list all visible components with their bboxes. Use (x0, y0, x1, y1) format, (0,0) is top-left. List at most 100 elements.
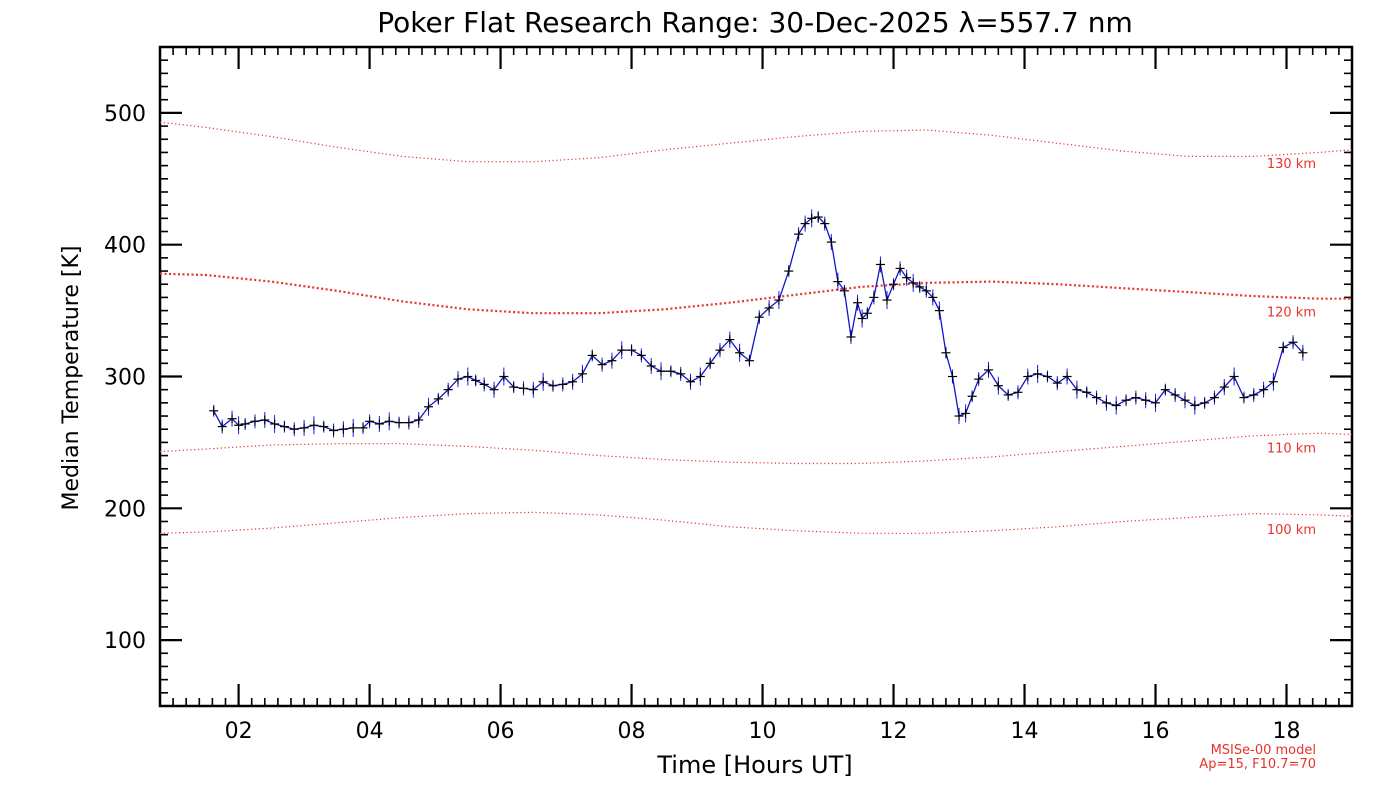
data-point (209, 406, 219, 416)
data-point (695, 372, 705, 381)
data-point (1062, 372, 1072, 381)
data-point (509, 382, 519, 392)
data-point (548, 381, 558, 391)
data-point (705, 358, 715, 368)
data-point (463, 372, 473, 381)
model-curve-120-km (159, 272, 1352, 315)
data-point (607, 356, 617, 366)
data-point (807, 213, 817, 223)
model-curve-130-km (159, 121, 1353, 163)
data-point (1180, 395, 1190, 405)
data-point (319, 422, 329, 432)
data-point (1160, 385, 1170, 395)
data-point (1023, 372, 1033, 381)
data-point (453, 374, 463, 384)
data-point (1141, 395, 1151, 405)
data-point (941, 348, 951, 358)
data-point (1111, 400, 1121, 410)
y-tick-label: 100 (104, 629, 146, 654)
data-point (338, 424, 348, 434)
model-note-line-2: Ap=15, F10.7=70 (1199, 757, 1316, 772)
data-point (961, 408, 971, 418)
data-point (1268, 377, 1278, 387)
data-point (309, 420, 319, 430)
data-point (744, 356, 754, 366)
data-point (1190, 400, 1200, 410)
data-point (250, 416, 260, 426)
data-point (1121, 395, 1131, 405)
data-point (1219, 382, 1229, 392)
data-point (365, 416, 375, 426)
data-point (882, 295, 892, 305)
plot-frame (158, 45, 1354, 708)
data-point (1170, 390, 1180, 400)
data-point (1072, 385, 1082, 395)
data-point (1239, 393, 1249, 403)
y-tick-label: 300 (104, 366, 146, 391)
tick-labels: 02 04 06 08 10 12 14 16 18 100 200 300 400 500 (104, 102, 1301, 744)
data-point (1200, 398, 1210, 408)
data-point (627, 345, 637, 355)
data-point (528, 385, 538, 395)
data-point (908, 278, 918, 288)
data-point (1259, 385, 1269, 395)
x-tick-label: 18 (1273, 719, 1301, 744)
data-point (947, 372, 957, 381)
data-point (414, 415, 424, 425)
data-point (1298, 348, 1308, 358)
data-point (974, 374, 984, 384)
data-point (686, 377, 696, 387)
data-point (270, 419, 280, 429)
data-point (433, 394, 443, 404)
data-point (617, 345, 627, 355)
data-point (1033, 369, 1043, 379)
data-point (715, 345, 725, 355)
data-point (1042, 372, 1052, 381)
data-point (358, 423, 368, 433)
data-point (833, 277, 843, 287)
data-point (862, 308, 872, 318)
axis-ticks (160, 47, 1352, 706)
data-point (725, 335, 735, 345)
data-point (921, 286, 931, 296)
y-tick-label: 400 (104, 234, 146, 259)
data-point (902, 273, 912, 283)
data-point (967, 391, 977, 401)
x-tick-label: 10 (749, 719, 777, 744)
data-point (839, 286, 849, 296)
data-point (656, 366, 666, 376)
data-point (646, 361, 656, 371)
data-point (954, 411, 964, 421)
data-point (869, 292, 879, 302)
data-point (1278, 343, 1288, 353)
measured-series (209, 209, 1308, 438)
data-point (1003, 390, 1013, 400)
data-point (915, 282, 925, 292)
x-tick-label: 12 (880, 719, 908, 744)
data-point (558, 379, 568, 389)
data-point (329, 426, 339, 436)
data-point (889, 279, 899, 289)
data-point (538, 377, 548, 387)
x-tick-label: 04 (356, 719, 384, 744)
data-point (289, 424, 299, 434)
model-curve-110-km (159, 432, 1353, 465)
data-point (993, 381, 1003, 391)
x-tick-label: 14 (1011, 719, 1039, 744)
data-point (348, 423, 358, 433)
data-point (1082, 387, 1092, 397)
data-point (279, 422, 289, 432)
data-point (1013, 387, 1023, 397)
data-point (577, 369, 587, 379)
y-axis-label: Median Temperature [K] (59, 246, 84, 511)
data-point (820, 219, 830, 229)
data-point (984, 365, 994, 375)
data-point (1151, 398, 1161, 408)
data-point (875, 259, 885, 269)
data-point (853, 298, 863, 308)
data-point (404, 418, 414, 428)
data-point (934, 306, 944, 316)
data-point (518, 383, 528, 393)
x-tick-label: 08 (618, 719, 646, 744)
